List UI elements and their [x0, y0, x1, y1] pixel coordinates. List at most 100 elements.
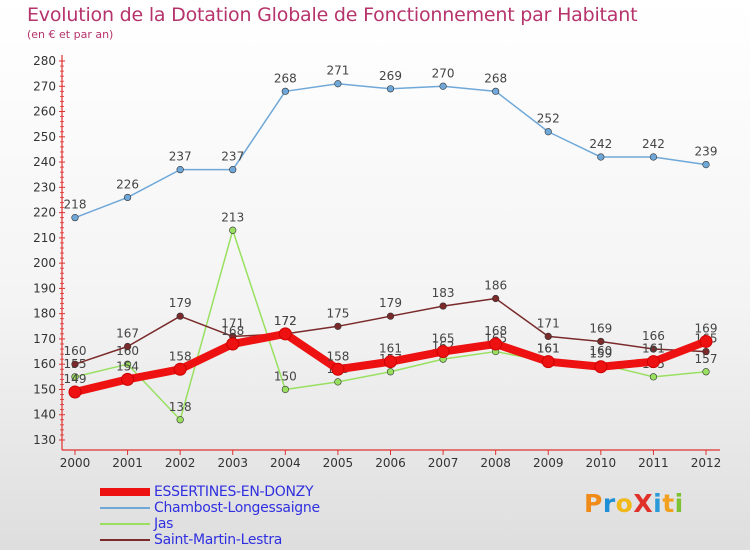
point-chambost-longessaigne-2000	[71, 214, 79, 222]
data-label-essertines-en-donzy-2000: 149	[64, 372, 87, 386]
point-essertines-en-donzy-2007	[436, 345, 450, 359]
data-label-saint-martin-lestra-2003: 171	[221, 316, 244, 330]
x-tick-label-2000: 2000	[60, 456, 91, 470]
data-label-essertines-en-donzy-2003: 168	[221, 324, 244, 338]
data-label-jas-2002: 138	[169, 400, 192, 414]
y-tick-label-150: 150	[33, 382, 56, 396]
data-label-chambost-longessaigne-2008: 268	[484, 71, 507, 85]
data-label-essertines-en-donzy-2004: 172	[274, 314, 297, 328]
logo-letter: P	[584, 489, 603, 518]
data-label-chambost-longessaigne-2007: 270	[432, 66, 455, 80]
point-jas-2011	[649, 373, 658, 381]
legend-swatch-jas	[100, 523, 150, 525]
point-essertines-en-donzy-2008	[489, 337, 503, 351]
data-label-saint-martin-lestra-2001: 167	[116, 327, 139, 341]
data-label-saint-martin-lestra-2009: 171	[537, 316, 560, 330]
x-tick-label-2007: 2007	[428, 456, 459, 470]
point-jas-2001	[123, 360, 132, 368]
data-label-essertines-en-donzy-2010: 159	[589, 347, 612, 361]
point-chambost-longessaigne-2008	[492, 87, 500, 95]
data-label-saint-martin-lestra-2008: 186	[484, 279, 507, 293]
point-essertines-en-donzy-2012	[699, 334, 713, 348]
data-label-essertines-en-donzy-2007: 165	[432, 332, 455, 346]
point-jas-2005	[334, 378, 342, 386]
y-tick-label-280: 280	[33, 54, 56, 68]
logo-letter: t	[662, 489, 675, 518]
x-tick-label-2010: 2010	[586, 456, 617, 470]
y-tick-label-180: 180	[33, 307, 56, 321]
legend-label-essertines: ESSERTINES-EN-DONZY	[154, 484, 314, 500]
data-label-saint-martin-lestra-2000: 160	[64, 344, 87, 358]
point-saint-martin-lestra-2008	[492, 294, 500, 303]
x-tick-label-2012: 2012	[691, 456, 722, 470]
data-label-essertines-en-donzy-2012: 169	[695, 321, 718, 335]
data-label-essertines-en-donzy-2002: 158	[169, 349, 192, 363]
point-saint-martin-lestra-2005	[334, 322, 342, 330]
data-label-saint-martin-lestra-2010: 169	[589, 321, 612, 335]
data-label-jas-2012: 157	[695, 352, 718, 366]
legend-label-jas: Jas	[154, 516, 174, 532]
point-essertines-en-donzy-2011	[646, 355, 660, 369]
data-label-chambost-longessaigne-2001: 226	[116, 177, 139, 191]
data-label-saint-martin-lestra-2002: 179	[169, 296, 192, 310]
point-saint-martin-lestra-2006	[386, 312, 395, 320]
point-essertines-en-donzy-2002	[173, 362, 187, 376]
data-label-chambost-longessaigne-2011: 242	[642, 137, 665, 151]
x-tick-label-2008: 2008	[480, 456, 511, 470]
point-saint-martin-lestra-2010	[597, 337, 605, 346]
legend-item-jas: Jas	[100, 516, 360, 532]
point-chambost-longessaigne-2002	[176, 166, 184, 174]
data-label-essertines-en-donzy-2008: 168	[484, 324, 507, 338]
data-label-essertines-en-donzy-2006: 161	[379, 342, 402, 356]
data-label-saint-martin-lestra-2004: 172	[274, 314, 297, 328]
point-chambost-longessaigne-2004	[281, 87, 289, 95]
data-label-jas-2003: 213	[221, 210, 244, 224]
y-tick-label-130: 130	[33, 433, 56, 447]
point-essertines-en-donzy-2003	[226, 337, 240, 351]
point-chambost-longessaigne-2012	[702, 160, 710, 169]
point-jas-2003	[229, 226, 237, 234]
logo-letter: X	[633, 489, 654, 518]
data-label-essertines-en-donzy-2001: 154	[116, 359, 139, 373]
point-chambost-longessaigne-2010	[597, 153, 605, 161]
legend-item-saint-martin: Saint-Martin-Lestra	[100, 532, 360, 548]
data-label-saint-martin-lestra-2011: 166	[642, 329, 665, 343]
x-tick-label-2009: 2009	[533, 456, 564, 470]
data-label-saint-martin-lestra-2007: 183	[432, 286, 455, 300]
data-label-saint-martin-lestra-2005: 175	[326, 306, 349, 320]
data-label-jas-2009: 161	[537, 342, 560, 356]
logo-letter: r	[602, 489, 616, 518]
y-tick-label-270: 270	[33, 79, 56, 93]
point-chambost-longessaigne-2011	[649, 153, 658, 161]
data-label-chambost-longessaigne-2003: 237	[221, 150, 244, 164]
data-label-essertines-en-donzy-2009: 161	[537, 342, 560, 356]
x-tick-label-2004: 2004	[270, 456, 301, 470]
y-tick-label-140: 140	[33, 408, 56, 422]
y-tick-label-200: 200	[33, 256, 56, 270]
y-tick-label-160: 160	[33, 357, 56, 371]
logo-letter: i	[674, 489, 684, 518]
legend-item-chambost: Chambost-Longessaigne	[100, 500, 360, 516]
point-chambost-longessaigne-2005	[334, 80, 342, 88]
data-label-jas-2010: 160	[589, 344, 612, 358]
x-tick-label-2002: 2002	[165, 456, 196, 470]
point-jas-2000	[71, 373, 79, 381]
y-tick-label-220: 220	[33, 206, 56, 220]
point-chambost-longessaigne-2007	[439, 82, 447, 90]
point-chambost-longessaigne-2001	[123, 193, 132, 202]
data-label-chambost-longessaigne-2005: 271	[326, 64, 349, 78]
data-label-saint-martin-lestra-2006: 179	[379, 296, 402, 310]
chart-subtitle: (en € et par an)	[27, 28, 114, 41]
data-label-chambost-longessaigne-2010: 242	[589, 137, 612, 151]
y-tick-label-230: 230	[33, 180, 56, 194]
legend-label-saint-martin: Saint-Martin-Lestra	[154, 532, 283, 548]
data-label-essertines-en-donzy-2005: 158	[326, 349, 349, 363]
point-saint-martin-lestra-2007	[439, 302, 447, 310]
data-label-chambost-longessaigne-2004: 268	[274, 71, 297, 85]
point-jas-2006	[386, 368, 395, 376]
data-label-jas-2004: 150	[274, 369, 297, 383]
point-saint-martin-lestra-2009	[544, 332, 552, 341]
data-label-essertines-en-donzy-2011: 161	[642, 342, 665, 356]
point-saint-martin-lestra-2012	[702, 347, 710, 356]
x-tick-label-2001: 2001	[112, 456, 143, 470]
